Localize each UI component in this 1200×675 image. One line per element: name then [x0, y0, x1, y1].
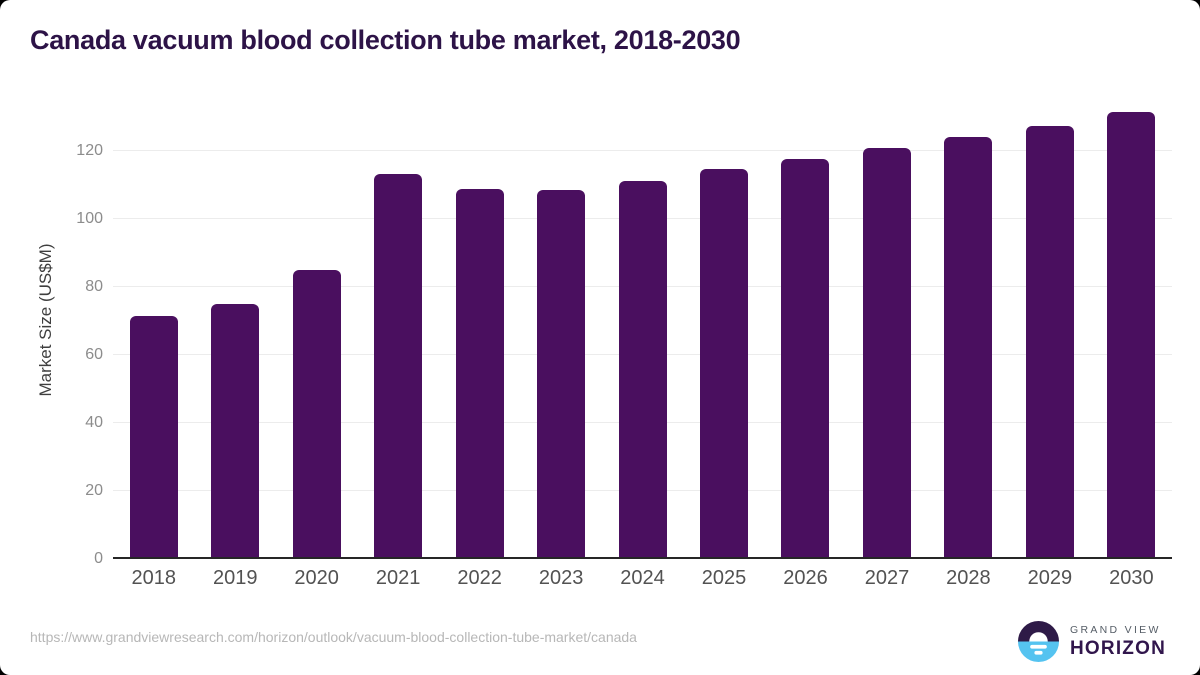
x-tick-label-2025: 2025	[701, 567, 747, 589]
bar-band-2020	[276, 100, 357, 559]
x-tick-label-2019: 2019	[212, 567, 258, 589]
bar-band-2026	[765, 100, 846, 559]
x-tick-label-2023: 2023	[538, 567, 584, 589]
bar-2029	[1025, 125, 1074, 559]
bar-series	[113, 100, 1172, 559]
bar-2021	[374, 174, 423, 559]
y-tick-label-120: 120	[76, 142, 103, 160]
x-tick-label-2030: 2030	[1109, 567, 1154, 589]
y-tick-label-40: 40	[85, 414, 103, 431]
bar-band-2024	[602, 100, 683, 559]
bar-2020	[292, 270, 341, 559]
y-tick-label-100: 100	[76, 210, 103, 227]
logo-line-horizon: HORIZON	[1070, 637, 1167, 659]
bar-band-2019	[194, 100, 275, 559]
bar-band-2018	[113, 100, 194, 559]
y-tick-label-60: 60	[85, 346, 103, 364]
bar-2018	[129, 315, 178, 559]
bar-band-2027	[846, 100, 927, 559]
bar-2025	[700, 169, 749, 559]
bar-2022	[455, 188, 504, 559]
bar-band-2023	[520, 100, 601, 559]
y-axis-tick-labels: 0 20 40 60 80 100 120	[0, 100, 103, 567]
bar-2028	[944, 137, 993, 559]
bar-band-2022	[439, 100, 520, 559]
gridline-120	[113, 150, 1172, 151]
bar-band-2030	[1091, 100, 1172, 559]
x-tick-label-2021: 2021	[375, 567, 421, 589]
grand-view-horizon-logo: GRAND VIEW HORIZON	[1017, 620, 1166, 663]
x-tick-label-2018: 2018	[131, 567, 176, 589]
bar-band-2021	[357, 100, 438, 559]
x-tick-label-2020: 2020	[294, 567, 339, 589]
bar-2024	[618, 180, 667, 559]
horizon-logo-icon	[1017, 620, 1060, 663]
logo-text: GRAND VIEW HORIZON	[1070, 624, 1166, 660]
y-tick-label-20: 20	[85, 482, 103, 499]
x-axis-line	[113, 557, 1172, 559]
x-axis-tick-labels: 2018 2019 2020 2021 2022 2023 2024 2025 2026 2027…	[113, 567, 1172, 590]
bar-band-2028	[928, 100, 1009, 559]
bar-band-2025	[683, 100, 764, 559]
x-tick-label-2022: 2022	[457, 567, 502, 589]
bar-2023	[537, 189, 586, 559]
x-tick-label-2024: 2024	[620, 567, 665, 589]
bar-2026	[781, 158, 830, 559]
source-url[interactable]: https://www.grandviewresearch.com/horizo…	[30, 629, 637, 645]
bar-2027	[862, 148, 911, 559]
plot-area	[113, 100, 1172, 559]
bar-2019	[211, 304, 260, 559]
logo-line-grand-view: GRAND VIEW	[1070, 623, 1161, 636]
x-tick-label-2026: 2026	[783, 567, 828, 589]
bar-band-2029	[1009, 100, 1090, 559]
chart-title: Canada vacuum blood collection tube mark…	[30, 25, 741, 55]
y-tick-label-80: 80	[85, 278, 103, 295]
x-tick-label-2028: 2028	[946, 567, 991, 589]
x-tick-label-2027: 2027	[864, 567, 910, 589]
y-tick-label-0: 0	[94, 550, 103, 567]
x-tick-label-2029: 2029	[1027, 567, 1073, 589]
bar-2030	[1107, 111, 1156, 559]
